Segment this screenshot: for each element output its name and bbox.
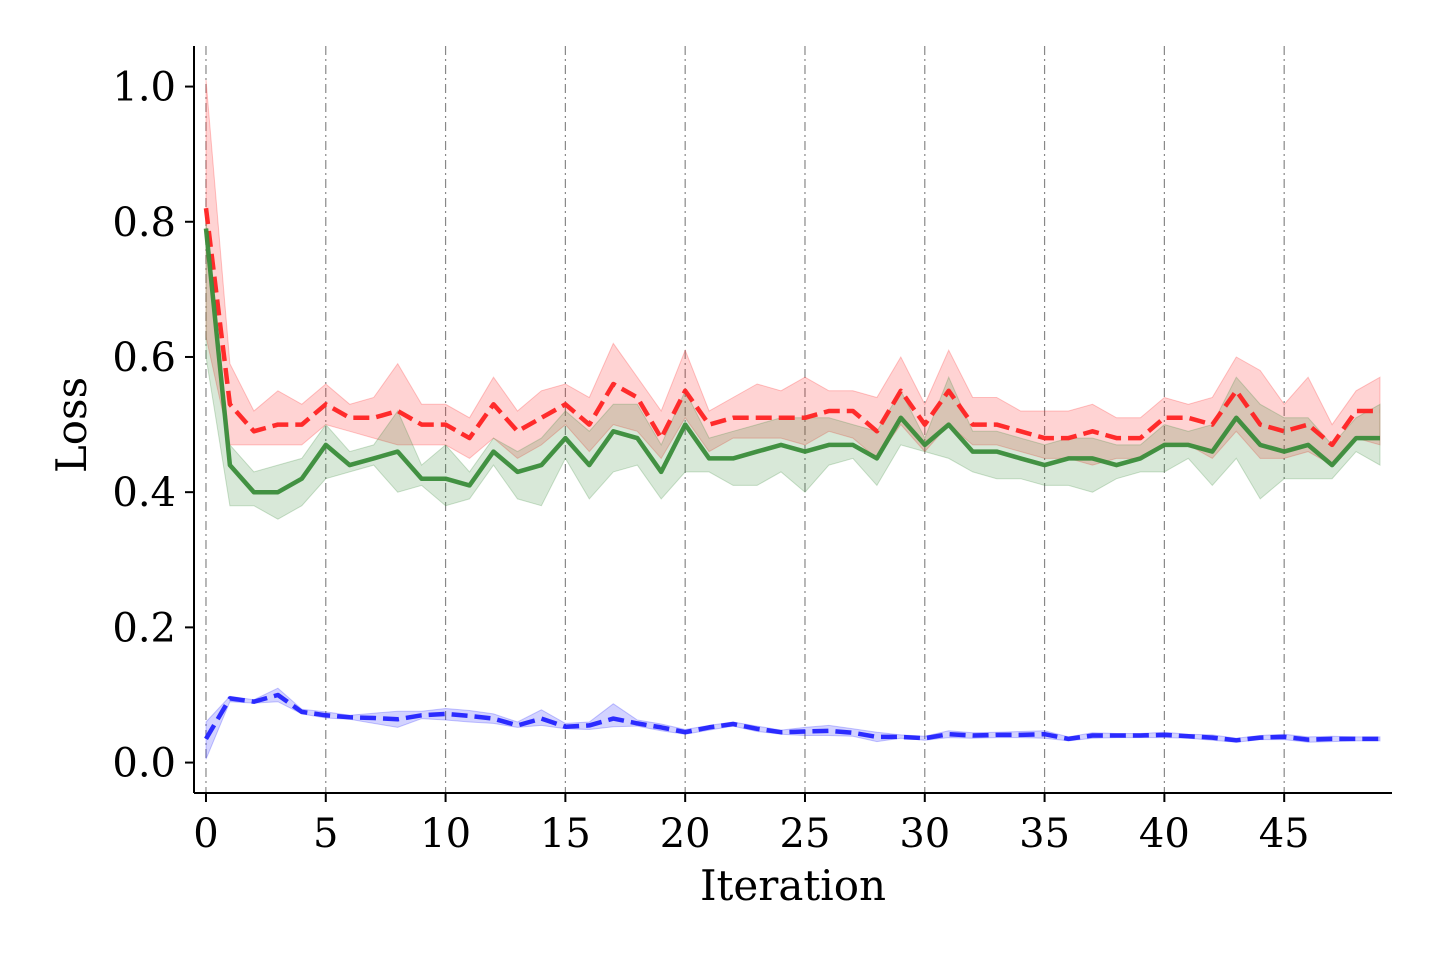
axes (193, 46, 1392, 794)
blue-line (204, 692, 1380, 743)
y-tick-label-0: 0.0 (112, 741, 176, 787)
x-tick-label-30: 30 (899, 811, 950, 857)
y-ticks: 0.0 0.2 0.4 0.6 0.8 1.0 (112, 65, 194, 787)
x-tick-label-35: 35 (1019, 811, 1070, 857)
green-line (203, 228, 1380, 495)
x-tick-label-15: 15 (540, 811, 591, 857)
blue-band (205, 687, 1381, 760)
x-tick-label-0: 0 (193, 811, 218, 857)
x-tick-label-20: 20 (660, 811, 711, 857)
x-tick-label-40: 40 (1139, 811, 1190, 857)
red-line (203, 207, 1380, 448)
x-ticks: 0 5 10 15 20 25 30 35 40 45 (193, 793, 1310, 857)
confidence-bands (205, 79, 1381, 760)
red-band (205, 79, 1381, 466)
x-tick-label-5: 5 (313, 811, 338, 857)
y-axis-title: Loss (47, 377, 96, 473)
y-tick-label-0.6: 0.6 (112, 335, 176, 381)
y-tick-label-1: 1.0 (112, 65, 176, 111)
y-tick-label-0.8: 0.8 (112, 200, 176, 246)
x-tick-label-45: 45 (1259, 811, 1310, 857)
x-tick-label-25: 25 (780, 811, 831, 857)
x-tick-label-10: 10 (420, 811, 471, 857)
grid (205, 46, 1285, 793)
y-tick-label-0.4: 0.4 (112, 470, 176, 516)
x-axis-title: Iteration (700, 861, 886, 910)
y-tick-label-0.2: 0.2 (112, 605, 176, 651)
green-band (205, 221, 1381, 520)
series-lines (203, 207, 1380, 743)
